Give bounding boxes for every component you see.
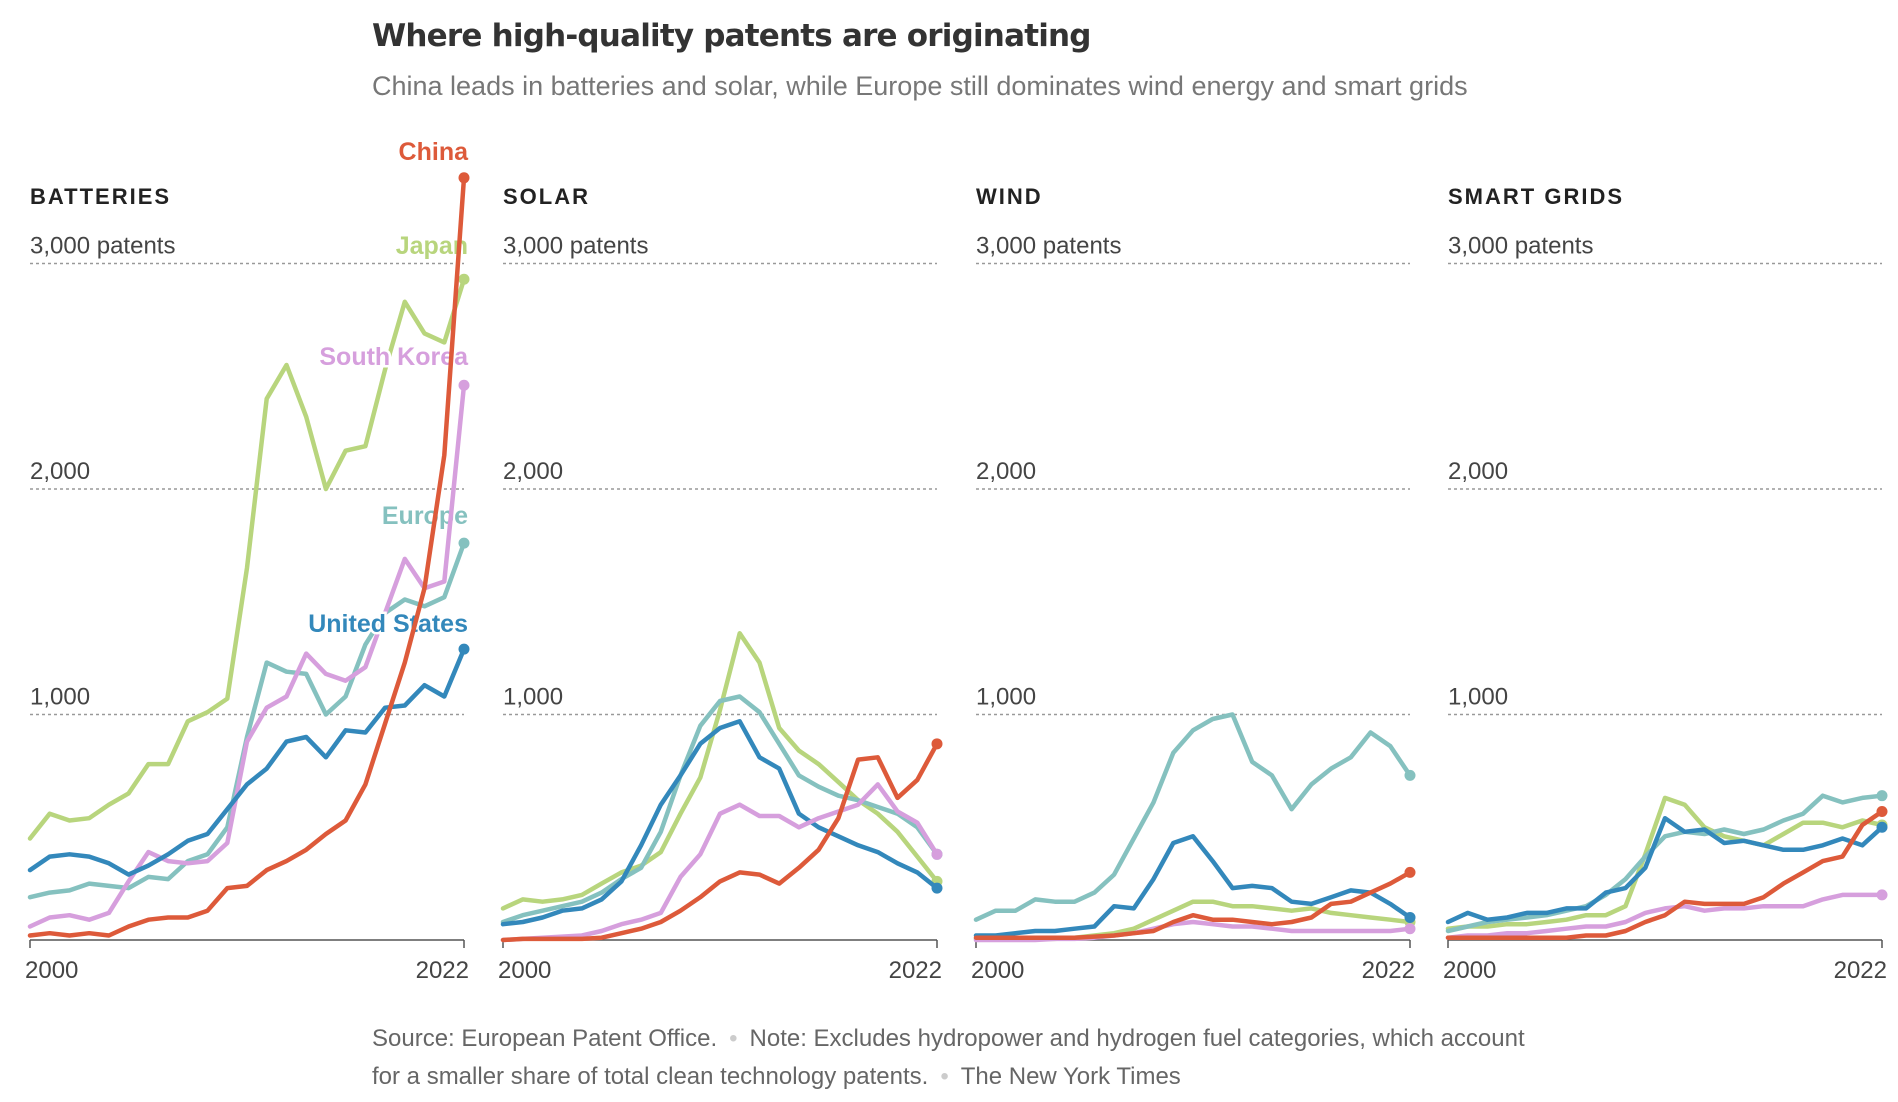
y-tick-label: 3,000 patents bbox=[976, 233, 1121, 260]
panel-title: BATTERIES bbox=[30, 184, 171, 209]
x-tick-label: 2000 bbox=[971, 957, 1024, 984]
series-end-point bbox=[458, 172, 470, 184]
series-label: Japan bbox=[396, 232, 468, 260]
panel-title: SMART GRIDS bbox=[1448, 184, 1624, 209]
chart-subtitle: China leads in batteries and solar, whil… bbox=[372, 71, 1468, 101]
series-label: South Korea bbox=[319, 343, 469, 371]
x-tick-label: 2000 bbox=[498, 957, 551, 984]
exclusion-note-line-1: Note: Excludes hydropower and hydrogen f… bbox=[749, 1025, 1525, 1052]
series-end-point bbox=[1876, 805, 1888, 817]
series-end-point bbox=[458, 537, 470, 549]
series-line-europe bbox=[1445, 793, 1885, 934]
chart-header: Where high-quality patents are originati… bbox=[372, 14, 1772, 104]
series-label: China bbox=[399, 138, 470, 166]
y-tick-label: 1,000 bbox=[1448, 684, 1508, 711]
y-tick-label: 1,000 bbox=[976, 684, 1036, 711]
separator-dot-icon: • bbox=[729, 1025, 738, 1052]
x-tick-label: 2000 bbox=[25, 957, 78, 984]
series-line-south-korea bbox=[27, 383, 467, 929]
credit-line: The New York Times bbox=[960, 1063, 1181, 1090]
series-end-point bbox=[931, 848, 943, 860]
y-tick-label: 2,000 bbox=[976, 458, 1036, 485]
footer-line-1: Source: European Patent Office. • Note: Ex… bbox=[372, 1020, 1672, 1058]
y-tick-label: 2,000 bbox=[30, 458, 90, 485]
x-tick-label: 2022 bbox=[1834, 957, 1887, 984]
series-line-europe bbox=[500, 694, 940, 925]
panel-wind: WIND 1,000 2,000 3,000 patents 2000 2022 bbox=[971, 184, 1416, 984]
chart-footer: Source: European Patent Office. • Note: Ex… bbox=[372, 1020, 1672, 1096]
series-end-point bbox=[1404, 866, 1416, 878]
series-line-japan bbox=[27, 277, 467, 841]
x-tick-label: 2022 bbox=[1362, 957, 1415, 984]
y-tick-label: 1,000 bbox=[30, 684, 90, 711]
series-end-point bbox=[931, 738, 943, 750]
x-tick-label: 2022 bbox=[416, 957, 469, 984]
series-end-point bbox=[1876, 821, 1888, 833]
series-label: United States bbox=[308, 610, 468, 638]
series-end-point bbox=[458, 643, 470, 655]
series-end-point bbox=[1404, 911, 1416, 923]
series-end-point bbox=[458, 379, 470, 391]
chart-title: Where high-quality patents are originati… bbox=[372, 18, 1092, 54]
series-line-china bbox=[500, 741, 940, 943]
series-line-japan bbox=[1445, 795, 1885, 931]
y-tick-label: 3,000 patents bbox=[503, 233, 648, 260]
source-note: Source: European Patent Office. bbox=[372, 1025, 718, 1052]
series-line-united-states bbox=[1445, 815, 1885, 925]
series-line-united-states bbox=[500, 719, 940, 927]
panel-batteries: BATTERIES 1,000 2,000 3,000 patents 2000 2022… bbox=[25, 136, 472, 985]
series-end-point bbox=[1876, 790, 1888, 802]
panel-title: SOLAR bbox=[503, 184, 590, 209]
y-tick-label: 1,000 bbox=[503, 684, 563, 711]
separator-dot-icon: • bbox=[940, 1063, 949, 1090]
y-tick-label: 3,000 patents bbox=[30, 233, 175, 260]
panel-title: WIND bbox=[976, 184, 1043, 209]
y-tick-label: 2,000 bbox=[1448, 458, 1508, 485]
x-tick-label: 2022 bbox=[889, 957, 942, 984]
series-label: Europe bbox=[382, 502, 468, 530]
series-line-china bbox=[1445, 809, 1885, 940]
y-tick-label: 3,000 patents bbox=[1448, 233, 1593, 260]
series-end-point bbox=[458, 273, 470, 285]
series-end-point bbox=[1404, 769, 1416, 781]
series-end-point bbox=[1876, 889, 1888, 901]
series-line-south-korea bbox=[1445, 892, 1885, 940]
series-line-united-states bbox=[973, 834, 1413, 938]
series-line-japan bbox=[500, 631, 940, 911]
panel-solar: SOLAR 1,000 2,000 3,000 patents 2000 2022 bbox=[498, 184, 943, 984]
series-end-point bbox=[931, 882, 943, 894]
x-tick-label: 2000 bbox=[1443, 957, 1496, 984]
series-end-point bbox=[1404, 923, 1416, 935]
series-line-europe bbox=[973, 712, 1413, 922]
series-line-china bbox=[27, 175, 467, 938]
y-tick-label: 2,000 bbox=[503, 458, 563, 485]
footer-line-2: for a smaller share of total clean techn… bbox=[372, 1058, 1672, 1096]
series-line-south-korea bbox=[500, 782, 940, 943]
exclusion-note-line-2: for a smaller share of total clean techn… bbox=[372, 1063, 929, 1090]
panel-smart-grids: SMART GRIDS 1,000 2,000 3,000 patents 2000 20… bbox=[1443, 184, 1888, 984]
series-line-china bbox=[973, 870, 1413, 940]
series-line-europe bbox=[27, 540, 467, 900]
